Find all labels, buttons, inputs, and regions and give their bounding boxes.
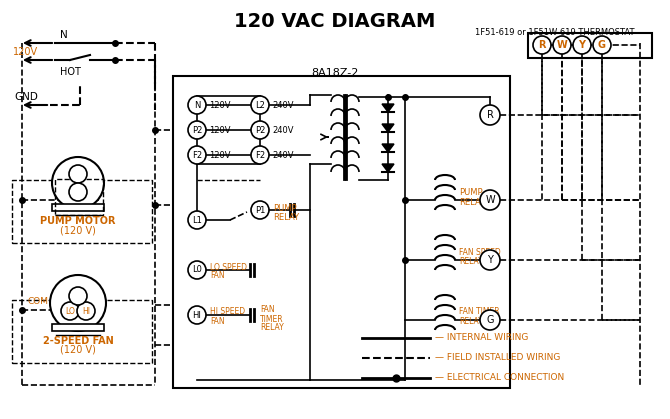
Circle shape bbox=[50, 275, 106, 331]
Circle shape bbox=[188, 261, 206, 279]
Circle shape bbox=[69, 287, 87, 305]
Circle shape bbox=[593, 36, 611, 54]
Circle shape bbox=[188, 306, 206, 324]
Circle shape bbox=[69, 183, 87, 201]
Text: Y: Y bbox=[487, 255, 493, 265]
Text: 2-SPEED FAN: 2-SPEED FAN bbox=[43, 336, 113, 346]
Circle shape bbox=[533, 36, 551, 54]
Circle shape bbox=[251, 121, 269, 139]
Circle shape bbox=[480, 105, 500, 125]
Text: P1: P1 bbox=[255, 205, 265, 215]
Text: L0: L0 bbox=[192, 266, 202, 274]
Circle shape bbox=[188, 121, 206, 139]
Text: — ELECTRICAL CONNECTION: — ELECTRICAL CONNECTION bbox=[435, 373, 564, 383]
Text: 8A18Z-2: 8A18Z-2 bbox=[312, 68, 358, 78]
Text: 120V: 120V bbox=[209, 150, 230, 160]
Circle shape bbox=[480, 310, 500, 330]
Polygon shape bbox=[382, 104, 394, 112]
Circle shape bbox=[188, 96, 206, 114]
Circle shape bbox=[188, 211, 206, 229]
Bar bbox=[52, 204, 104, 211]
Circle shape bbox=[251, 96, 269, 114]
Polygon shape bbox=[382, 124, 394, 132]
Text: R: R bbox=[486, 110, 493, 120]
Text: PUMP: PUMP bbox=[459, 187, 482, 197]
Circle shape bbox=[251, 146, 269, 164]
Text: P2: P2 bbox=[192, 126, 202, 134]
Text: (120 V): (120 V) bbox=[60, 225, 96, 235]
Circle shape bbox=[77, 302, 95, 320]
Text: HOT: HOT bbox=[60, 67, 81, 77]
Text: PUMP: PUMP bbox=[273, 204, 297, 212]
Text: Y: Y bbox=[578, 40, 586, 50]
Circle shape bbox=[573, 36, 591, 54]
Text: — FIELD INSTALLED WIRING: — FIELD INSTALLED WIRING bbox=[435, 354, 560, 362]
Circle shape bbox=[480, 190, 500, 210]
Text: HI: HI bbox=[82, 307, 90, 316]
Text: FAN: FAN bbox=[210, 316, 224, 326]
Text: RELAY: RELAY bbox=[260, 323, 284, 333]
Text: FAN SPEED: FAN SPEED bbox=[459, 248, 500, 256]
Text: RELAY: RELAY bbox=[459, 258, 483, 266]
Bar bbox=[528, 33, 652, 58]
Text: G: G bbox=[486, 315, 494, 325]
Text: PUMP MOTOR: PUMP MOTOR bbox=[40, 216, 116, 226]
Text: FAN: FAN bbox=[210, 272, 224, 280]
Text: — INTERNAL WIRING: — INTERNAL WIRING bbox=[435, 334, 529, 342]
Text: W: W bbox=[485, 195, 495, 205]
Circle shape bbox=[251, 201, 269, 219]
Text: LO: LO bbox=[65, 307, 75, 316]
Text: LO SPEED: LO SPEED bbox=[210, 262, 247, 272]
Text: HI SPEED: HI SPEED bbox=[210, 308, 245, 316]
Circle shape bbox=[69, 165, 87, 183]
Circle shape bbox=[188, 146, 206, 164]
Text: 120 VAC DIAGRAM: 120 VAC DIAGRAM bbox=[234, 12, 436, 31]
Bar bbox=[52, 324, 104, 331]
Bar bbox=[173, 76, 510, 388]
Text: GND: GND bbox=[14, 92, 38, 102]
Text: L2: L2 bbox=[255, 101, 265, 109]
Text: FAN: FAN bbox=[260, 305, 275, 315]
Text: RELAY: RELAY bbox=[459, 318, 483, 326]
Text: N: N bbox=[194, 101, 200, 109]
Text: 1F51-619 or 1F51W-619 THERMOSTAT: 1F51-619 or 1F51W-619 THERMOSTAT bbox=[475, 28, 634, 37]
Text: F2: F2 bbox=[192, 150, 202, 160]
Text: W: W bbox=[557, 40, 567, 50]
Circle shape bbox=[553, 36, 571, 54]
Text: RELAY: RELAY bbox=[273, 212, 299, 222]
Bar bbox=[12, 180, 152, 243]
Text: 240V: 240V bbox=[272, 126, 293, 134]
Text: P2: P2 bbox=[255, 126, 265, 134]
Text: L1: L1 bbox=[192, 215, 202, 225]
Text: F2: F2 bbox=[255, 150, 265, 160]
Text: 240V: 240V bbox=[272, 150, 293, 160]
Text: R: R bbox=[538, 40, 546, 50]
Polygon shape bbox=[382, 144, 394, 152]
Text: 240V: 240V bbox=[272, 101, 293, 109]
Text: RELAY: RELAY bbox=[459, 197, 485, 207]
Text: FAN TIMER: FAN TIMER bbox=[459, 308, 500, 316]
Text: G: G bbox=[598, 40, 606, 50]
Text: TIMER: TIMER bbox=[260, 315, 283, 323]
Bar bbox=[12, 300, 152, 363]
Circle shape bbox=[480, 250, 500, 270]
Text: 120V: 120V bbox=[13, 47, 38, 57]
Text: 120V: 120V bbox=[209, 101, 230, 109]
Text: 120V: 120V bbox=[209, 126, 230, 134]
Polygon shape bbox=[382, 164, 394, 172]
Bar bbox=[55, 179, 103, 215]
Text: N: N bbox=[60, 30, 68, 40]
Text: (120 V): (120 V) bbox=[60, 345, 96, 355]
Circle shape bbox=[52, 157, 104, 209]
Text: COM: COM bbox=[27, 297, 48, 305]
Circle shape bbox=[61, 302, 79, 320]
Text: HI: HI bbox=[192, 310, 202, 320]
